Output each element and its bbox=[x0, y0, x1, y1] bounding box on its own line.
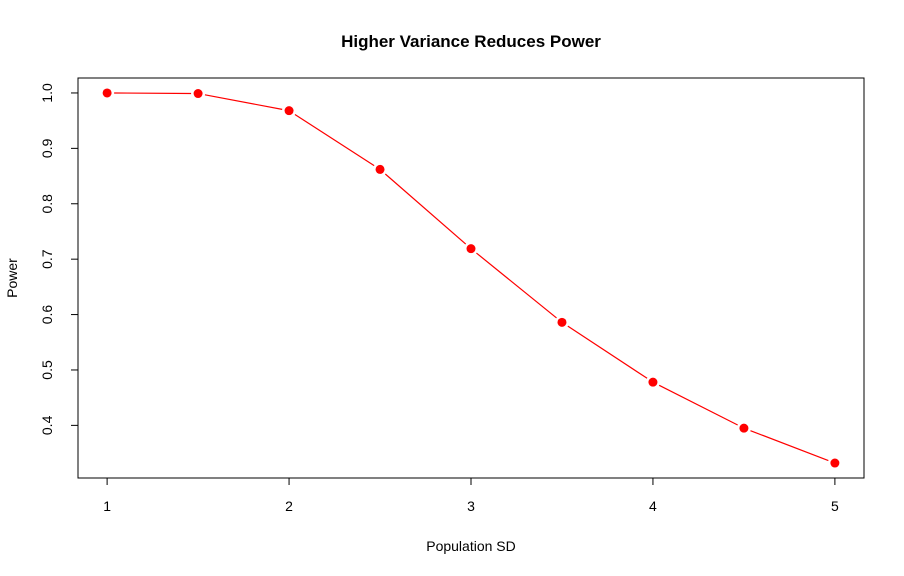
data-point bbox=[466, 244, 476, 254]
data-point bbox=[557, 317, 567, 327]
series-power bbox=[102, 88, 840, 468]
y-tick-label: 0.9 bbox=[39, 138, 55, 158]
x-tick-label: 4 bbox=[649, 498, 657, 514]
x-tick-label: 2 bbox=[285, 498, 293, 514]
series-line-segment bbox=[567, 325, 648, 379]
data-point bbox=[284, 106, 294, 116]
data-point bbox=[375, 164, 385, 174]
x-tick-label: 1 bbox=[103, 498, 111, 514]
series-line-segment bbox=[384, 173, 467, 245]
data-point bbox=[193, 89, 203, 99]
data-point bbox=[648, 377, 658, 387]
data-point bbox=[102, 88, 112, 98]
y-axis-label: Power bbox=[4, 258, 20, 298]
chart-title: Higher Variance Reduces Power bbox=[341, 32, 601, 51]
data-point bbox=[830, 458, 840, 468]
x-tick-label: 5 bbox=[831, 498, 839, 514]
y-tick-label: 0.7 bbox=[39, 249, 55, 269]
y-tick-label: 0.8 bbox=[39, 194, 55, 214]
x-tick-label: 3 bbox=[467, 498, 475, 514]
series-line-segment bbox=[476, 252, 557, 319]
plot-frame bbox=[77, 77, 865, 479]
x-axis-label: Population SD bbox=[426, 538, 516, 554]
x-axis: 1 2 3 4 5 bbox=[103, 477, 839, 514]
series-line-segment bbox=[204, 94, 283, 110]
data-point bbox=[739, 423, 749, 433]
series-line-segment bbox=[750, 430, 829, 462]
y-tick-label: 1.0 bbox=[39, 83, 55, 103]
series-line-segment bbox=[294, 113, 375, 167]
y-tick-label: 0.6 bbox=[39, 305, 55, 325]
y-tick-label: 0.5 bbox=[39, 360, 55, 380]
y-axis: 0.4 0.5 0.6 0.7 0.8 0.9 1.0 bbox=[39, 83, 79, 435]
series-line-segment bbox=[658, 384, 738, 426]
y-tick-label: 0.4 bbox=[39, 415, 55, 435]
